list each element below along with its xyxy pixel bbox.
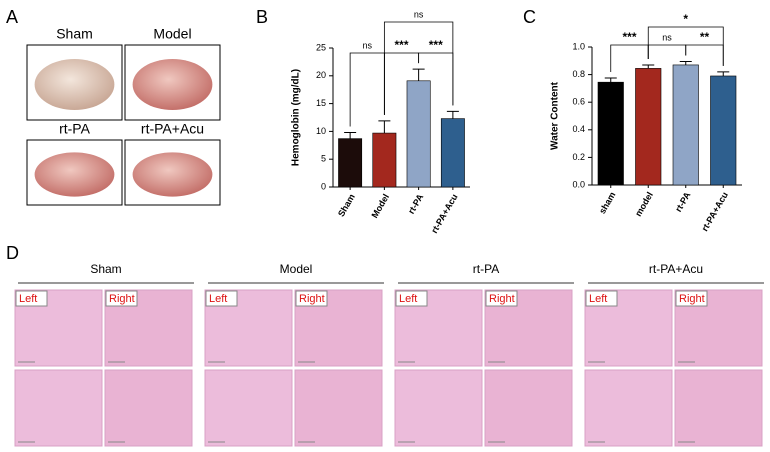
significance-label: *** (394, 38, 408, 52)
significance-label: * (683, 12, 688, 26)
image-label: rt-PA (59, 121, 91, 137)
side-label: Right (299, 293, 325, 305)
significance-bracket (685, 44, 724, 66)
brain-photo (132, 152, 213, 197)
error-bar (679, 60, 692, 65)
side-label-box (395, 290, 428, 307)
brain-photo (132, 59, 213, 110)
side-label: Left (19, 293, 37, 305)
significance-label: ns (662, 32, 672, 42)
y-tick-label: 0 (321, 181, 326, 191)
bar (710, 75, 737, 186)
side-label: Right (109, 293, 135, 305)
histology-image (14, 369, 103, 447)
side-label-box (15, 290, 48, 307)
y-tick-label: 0.0 (572, 179, 585, 189)
x-tick-label: rt-PA+Acu (429, 192, 459, 235)
group-header: Sham (90, 262, 121, 276)
side-label-box (105, 290, 138, 307)
brain-photo (34, 59, 115, 110)
error-bar (446, 110, 459, 119)
significance-label: *** (622, 30, 636, 44)
significance-bracket (349, 52, 385, 127)
side-label: Left (399, 293, 417, 305)
brain-photo (34, 152, 115, 197)
error-bar (378, 120, 391, 134)
group-header: rt-PA+Acu (649, 262, 703, 276)
histology-image (584, 369, 673, 447)
x-tick-label: rt-PA (406, 192, 426, 216)
y-tick-label: 5 (321, 154, 326, 164)
significance-label: ns (362, 40, 372, 50)
side-label: Right (679, 293, 705, 305)
y-axis-label: Water Content (550, 81, 561, 150)
y-tick-label: 1.0 (572, 41, 585, 51)
image-label: Model (153, 26, 191, 42)
side-label: Left (589, 293, 607, 305)
group-header: Model (280, 262, 313, 276)
panel-label: D (6, 243, 19, 263)
bar (406, 80, 431, 188)
bar (672, 64, 699, 186)
bar (597, 81, 624, 186)
significance-label: *** (429, 38, 443, 52)
side-label-box (295, 290, 328, 307)
histology-image (674, 369, 763, 447)
x-tick-label: Model (370, 192, 392, 220)
y-tick-label: 0.2 (572, 152, 585, 162)
group-header: rt-PA (473, 262, 499, 276)
histology-image (394, 369, 483, 447)
side-label-box (205, 290, 238, 307)
y-tick-label: 10 (316, 126, 326, 136)
significance-bracket (647, 44, 687, 59)
panel-label: A (6, 7, 18, 27)
side-label-box (485, 290, 518, 307)
image-label: Sham (56, 26, 93, 42)
error-bar (642, 64, 655, 69)
error-bar (604, 77, 617, 83)
y-tick-label: 20 (316, 70, 326, 80)
significance-bracket (647, 26, 724, 66)
image-label: rt-PA+Acu (141, 121, 204, 137)
panel-label: C (523, 7, 536, 27)
panel-label: B (256, 7, 268, 27)
significance-label: ** (700, 30, 710, 44)
y-tick-label: 0.4 (572, 124, 585, 134)
y-tick-label: 0.6 (572, 97, 585, 107)
x-tick-label: Sham (336, 192, 357, 218)
error-bar (344, 132, 357, 139)
side-label-box (675, 290, 708, 307)
side-label-box (585, 290, 618, 307)
side-label: Right (489, 293, 515, 305)
side-label: Left (209, 293, 227, 305)
y-tick-label: 25 (316, 42, 326, 52)
significance-bracket (418, 52, 454, 106)
y-axis-label: Hemoglobin (mg/dL) (291, 69, 302, 166)
x-tick-label: sham (597, 190, 617, 215)
histology-image (104, 369, 193, 447)
significance-label: ns (414, 9, 424, 19)
y-tick-label: 0.8 (572, 69, 585, 79)
x-tick-label: rt-PA (673, 190, 693, 214)
x-tick-label: rt-PA+Acu (700, 190, 730, 233)
histology-image (204, 369, 293, 447)
bar (338, 138, 363, 188)
histology-image (484, 369, 573, 447)
bar (635, 68, 662, 186)
bar (372, 132, 397, 188)
error-bar (412, 68, 425, 81)
error-bar (717, 71, 730, 76)
significance-bracket (610, 44, 649, 73)
bar (440, 118, 465, 188)
x-tick-label: model (633, 190, 655, 218)
y-tick-label: 15 (316, 98, 326, 108)
histology-image (294, 369, 383, 447)
